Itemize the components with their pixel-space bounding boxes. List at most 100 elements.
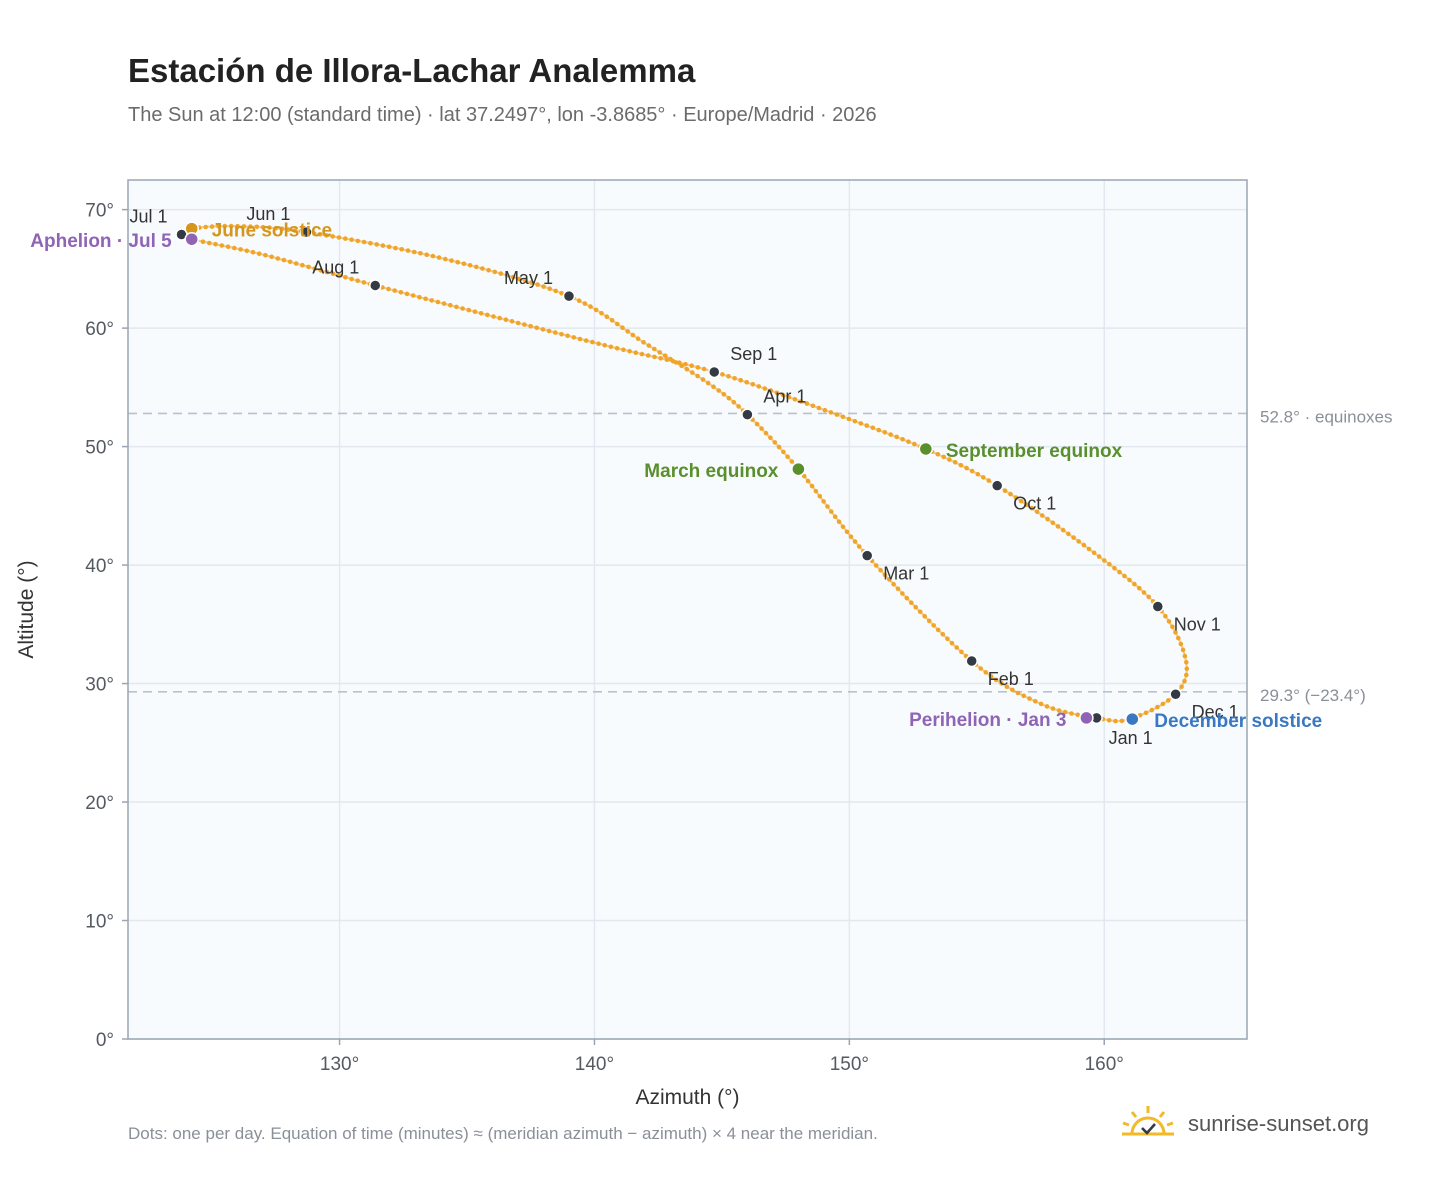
daily-dot [633,350,639,356]
key-event-label: December solstice [1154,711,1322,732]
month-marker-dot [1151,600,1165,613]
daily-dot [804,401,810,406]
y-tick-label: 20° [85,793,114,814]
daily-dot [952,460,958,465]
daily-dot [1113,718,1118,724]
daily-dot [684,366,690,372]
daily-dot [1184,666,1190,671]
key-event-dot [918,441,934,457]
daily-dot [1102,558,1107,563]
daily-dot [615,321,620,327]
daily-dot [646,343,652,348]
plot-area [128,180,1247,1039]
daily-dot [732,376,737,381]
daily-dot [652,346,657,352]
daily-dot [789,459,795,464]
daily-dot [510,274,516,280]
daily-dot [411,249,417,255]
month-marker-dot [990,479,1004,492]
daily-dot [652,354,657,360]
daily-dot [798,399,804,404]
daily-dot [559,290,564,296]
month-marker-dot [741,408,754,421]
daily-dot [1127,577,1132,583]
month-marker-label: Jun 1 [246,204,290,224]
daily-dot [1173,630,1178,635]
daily-dot [485,312,490,318]
month-marker-label: Oct 1 [1013,494,1056,514]
daily-dot [912,441,917,447]
daily-dot [756,384,762,389]
daily-dot [241,224,247,229]
daily-dot [870,425,876,431]
daily-dot [535,282,540,287]
daily-dot [235,223,240,229]
daily-dot [602,343,607,348]
daily-dot [522,322,527,327]
daily-dot [701,366,707,372]
month-marker-label: Jan 1 [1109,728,1153,748]
x-tick-label: 130° [320,1054,359,1075]
daily-dot [1182,678,1187,684]
daily-dot [337,273,342,278]
daily-dot [904,595,910,601]
daily-dot [926,618,932,624]
daily-dot [1170,624,1175,630]
daily-dot [876,427,882,433]
daily-dot [343,236,348,241]
daily-dot [1076,539,1081,544]
month-marker-label: Nov 1 [1174,615,1221,635]
daily-dot [817,494,823,499]
daily-dot [964,465,969,471]
brand-logo[interactable]: sunrise-sunset.org [1120,1100,1369,1148]
key-event-label: June solstice [212,221,332,242]
x-tick-label: 140° [575,1054,614,1075]
daily-dot [690,370,695,375]
daily-dot [832,514,838,519]
daily-dot [895,586,901,592]
daily-dot [324,269,330,275]
daily-dot [286,227,291,232]
daily-dot [466,307,472,313]
daily-dot [436,255,442,260]
key-event-label: Perihelion · Jan 3 [909,710,1066,731]
daily-dot [504,273,510,278]
brand-name[interactable]: sunrise-sunset.org [1188,1111,1369,1136]
y-tick-label: 30° [85,675,114,696]
axis-ticks: 130° 140° 150° 160° 0° 10° 20° 30° 40° 50° 60° 70° [85,201,1124,1075]
daily-dot [834,412,840,417]
daily-dot [986,478,992,483]
daily-dot [324,233,329,238]
daily-dot [203,224,208,230]
daily-dot [988,673,994,679]
y-tick-label: 60° [85,319,114,340]
daily-dot [503,317,509,323]
daily-dot [1038,701,1044,707]
daily-dot [361,239,367,245]
daily-dot [1184,672,1189,678]
daily-dot [449,258,454,263]
daily-dot [768,388,774,393]
daily-dot [1008,491,1013,497]
daily-dot [813,488,819,494]
month-marker-dot [300,225,313,239]
daily-dot [398,290,404,295]
daily-dot [1160,701,1166,707]
daily-dot [553,330,558,335]
daily-dot [1112,565,1117,571]
daily-dot [559,331,564,337]
daily-dot [809,483,815,489]
daily-dot [300,262,305,268]
daily-dot [399,247,405,252]
footnote: Dots: one per day. Equation of time (min… [128,1124,878,1143]
analemma-curve [179,223,1190,724]
daily-dot [864,423,870,428]
daily-dot [738,377,743,383]
daily-dot [1062,709,1068,715]
daily-dot [891,581,896,587]
month-marker-label: Dec 1 [1192,702,1239,722]
daily-dot [1029,505,1035,511]
daily-dot [662,353,668,359]
daily-dot [599,310,604,316]
daily-dot [683,361,688,367]
